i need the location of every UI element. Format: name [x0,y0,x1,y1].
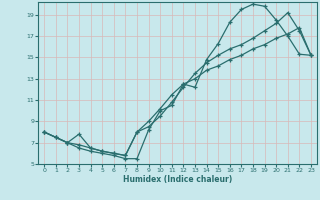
X-axis label: Humidex (Indice chaleur): Humidex (Indice chaleur) [123,175,232,184]
